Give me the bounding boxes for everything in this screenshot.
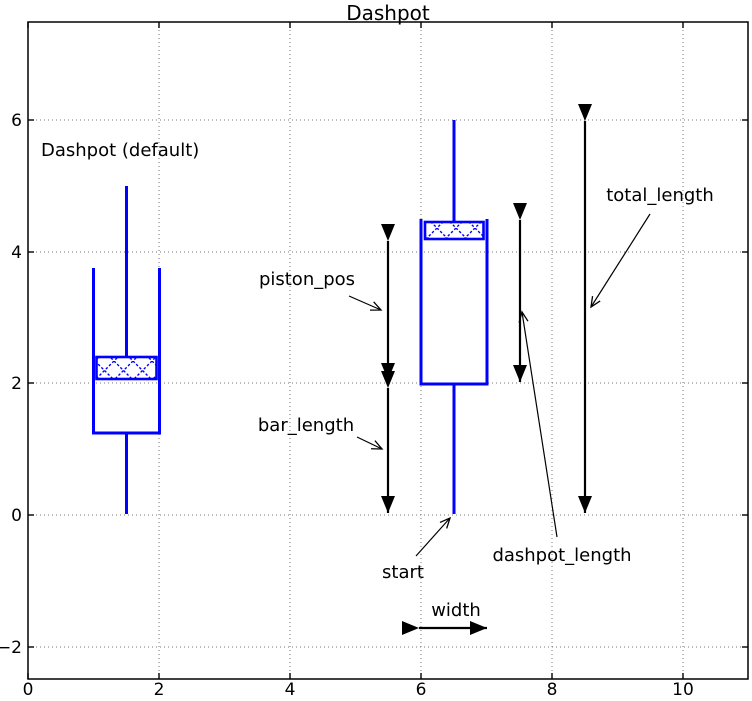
width-label: width	[431, 600, 481, 621]
piston-pos-label: piston_pos	[259, 269, 355, 290]
x-tick-label: 6	[416, 680, 427, 697]
y-tick-labels: −2 0 2 4 6	[0, 111, 22, 658]
dashpot-default-drawing	[92, 186, 161, 514]
y-tick-label: −2	[0, 638, 22, 658]
dimension-arrows	[381, 104, 592, 635]
x-tick-labels: 0 2 4 6 8 10	[23, 680, 694, 700]
start-label: start	[382, 562, 424, 583]
x-tick-label: 0	[23, 680, 34, 697]
tick-marks	[27, 22, 748, 679]
default-caption-label: Dashpot (default)	[41, 140, 199, 161]
dashpot-length-pointer	[518, 310, 558, 538]
x-tick-label: 10	[672, 680, 694, 697]
x-tick-label: 8	[547, 680, 558, 697]
piston-plate	[95, 355, 158, 381]
y-tick-label: 6	[11, 111, 22, 131]
dashpot-length-label: dashpot_length	[492, 545, 631, 566]
axes-frame	[27, 21, 749, 680]
piston-pos-pointer	[348, 295, 383, 311]
bar-length-pointer	[356, 436, 384, 450]
piston-plate	[423, 220, 485, 241]
x-tick-label: 2	[154, 680, 165, 697]
pointer-arrows	[348, 213, 651, 557]
bar-length-label: bar_length	[258, 415, 354, 436]
total-length-pointer	[590, 213, 651, 309]
y-tick-label: 4	[11, 243, 22, 263]
start-pointer	[415, 516, 452, 557]
total-length-label: total_length	[606, 185, 714, 206]
dashpot-annotated-drawing	[419, 120, 489, 514]
plot-title: Dashpot	[346, 1, 430, 25]
y-tick-label: 2	[11, 374, 22, 394]
x-tick-label: 4	[285, 680, 296, 697]
y-tick-label: 0	[11, 506, 22, 526]
